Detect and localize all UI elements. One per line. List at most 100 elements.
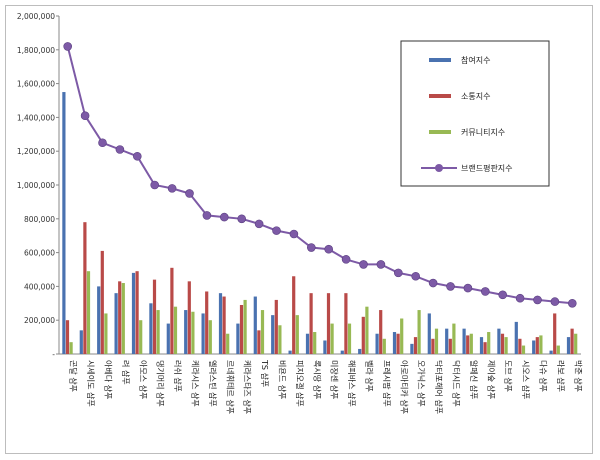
category-label: TS 샴푸 — [260, 359, 270, 387]
line-point — [63, 42, 73, 51]
category-label: 박준 샴푸 — [573, 360, 583, 392]
bar — [417, 310, 421, 354]
bar — [292, 276, 296, 354]
bar — [173, 306, 178, 354]
line-point — [202, 211, 212, 220]
line-point — [463, 283, 473, 293]
bar — [344, 293, 348, 354]
line-point — [80, 111, 90, 121]
bar — [191, 311, 195, 354]
line-point — [133, 151, 142, 161]
bar — [330, 323, 334, 354]
bar — [382, 338, 386, 354]
legend-label: 소통지수 — [461, 92, 490, 101]
bar — [483, 342, 487, 354]
bar — [184, 310, 188, 354]
category-label: 시오스 샴푸 — [521, 360, 531, 399]
line-point — [272, 226, 281, 235]
legend-swatch — [429, 58, 451, 62]
line-point — [237, 214, 246, 224]
line-point — [115, 145, 125, 154]
bar — [118, 281, 122, 354]
bar — [218, 293, 223, 354]
bar — [469, 333, 473, 354]
line-point — [289, 229, 299, 239]
bar — [86, 271, 91, 354]
bar — [434, 328, 439, 354]
bar — [201, 313, 205, 354]
line-point — [220, 212, 229, 222]
category-label: 피지오겔 샴푸 — [295, 360, 305, 407]
bar — [566, 337, 571, 354]
bar — [539, 335, 543, 354]
bar — [431, 338, 435, 354]
bar — [208, 320, 212, 354]
line-point — [306, 243, 316, 252]
legend-label: 참여지수 — [461, 55, 490, 65]
bar — [427, 313, 431, 354]
bar — [149, 303, 153, 354]
bar — [139, 320, 143, 354]
bar — [549, 350, 553, 354]
category-label: 오가닉스 샴푸 — [417, 360, 427, 407]
bar — [400, 318, 404, 354]
y-tick-label: 200,000 — [24, 316, 55, 325]
bar — [347, 323, 352, 354]
category-label: 곤달 샴푸 — [69, 360, 79, 392]
y-tick-label: 1,200,000 — [17, 147, 55, 156]
bar — [278, 325, 282, 354]
category-label: 닥터시드 샴푸 — [452, 360, 462, 407]
bar — [535, 337, 539, 354]
line-point — [324, 244, 334, 254]
category-label: 르네휘테르 샴푸 — [225, 360, 235, 414]
bar — [309, 293, 313, 354]
category-label: 시세이도 샴푸 — [86, 360, 96, 407]
category-label: 케라스타즈 샴푸 — [243, 360, 253, 414]
line-point — [567, 298, 577, 308]
bar — [121, 283, 125, 354]
line-point — [498, 290, 508, 300]
legend-swatch — [429, 94, 451, 98]
category-label: 아모스 샴푸 — [138, 360, 148, 399]
bar — [497, 328, 501, 354]
bar — [410, 343, 414, 354]
y-tick-label: 600,000 — [24, 249, 55, 258]
bar — [187, 281, 191, 354]
chart-frame: - 200,000 400,000 600,000 800,000 1,000,000 1,… — [5, 5, 593, 454]
bar — [239, 304, 244, 354]
y-tick-label: 1,000,000 — [17, 181, 55, 190]
y-tick-label: 1,400,000 — [17, 113, 55, 122]
bar — [553, 313, 557, 354]
category-label: 려 샴푸 — [121, 360, 131, 385]
category-label: 비욘드 샴푸 — [278, 360, 288, 399]
category-label: 다슈 샴푸 — [539, 360, 549, 392]
line-point — [167, 184, 177, 193]
bar — [574, 333, 578, 354]
legend-label: 브랜드평판지수 — [461, 163, 513, 173]
category-label: 러쉬 샴푸 — [173, 360, 183, 392]
legend-label: 커뮤니티지수 — [461, 127, 505, 137]
bar — [379, 310, 383, 354]
bar — [100, 250, 104, 354]
y-tick-label: 1,800,000 — [17, 46, 55, 55]
bar — [462, 328, 466, 354]
bar — [79, 330, 83, 354]
line-point — [393, 268, 403, 278]
bar — [361, 316, 365, 354]
bar — [236, 323, 240, 354]
category-label: 댕기머리 샴푸 — [156, 360, 166, 407]
bar — [365, 306, 369, 354]
line-point — [150, 180, 159, 190]
category-label: 알페신 샴푸 — [469, 360, 479, 399]
bar — [83, 222, 87, 354]
bar — [326, 293, 331, 354]
bar — [445, 328, 449, 354]
bar — [340, 350, 344, 354]
category-label: 제이숲 샴푸 — [486, 360, 496, 399]
y-tick-label: 400,000 — [24, 282, 55, 291]
legend-marker — [435, 164, 443, 172]
bar — [114, 293, 118, 354]
bar — [205, 291, 209, 354]
bar — [243, 299, 247, 354]
bar — [152, 279, 157, 354]
